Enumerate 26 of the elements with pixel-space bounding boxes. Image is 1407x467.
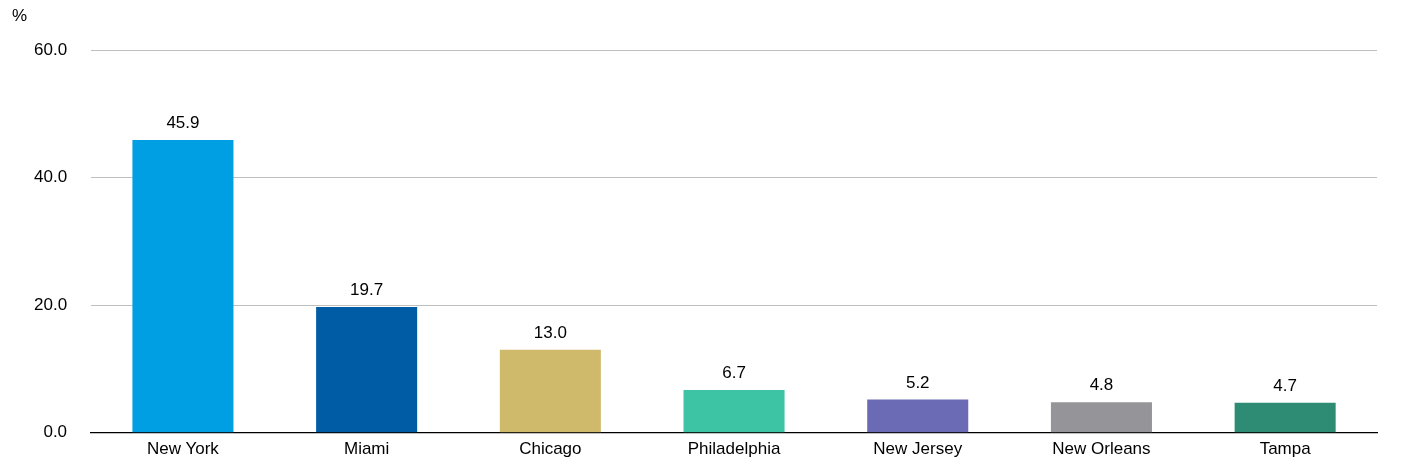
data-label: 4.8	[1089, 375, 1114, 395]
x-tick-label: Philadelphia	[687, 438, 781, 458]
bar	[1234, 402, 1336, 433]
bar	[499, 349, 601, 433]
y-tick-label: 60.0	[33, 39, 68, 59]
x-tick-label: New Jersey	[873, 438, 963, 458]
data-label: 19.7	[350, 280, 384, 300]
x-tick-label: New York	[147, 438, 220, 458]
y-tick-label: 20.0	[33, 294, 68, 314]
data-label: 6.7	[722, 363, 746, 383]
bar	[1050, 402, 1152, 433]
y-tick-label: 40.0	[33, 167, 68, 187]
y-tick-label: 0.0	[43, 422, 68, 442]
x-tick-label: Chicago	[519, 438, 582, 458]
data-label: 5.2	[905, 372, 930, 392]
data-label: 13.0	[533, 323, 567, 343]
x-tick-label: Tampa	[1259, 438, 1312, 458]
bar	[867, 399, 969, 433]
x-tick-label: New Orleans	[1052, 438, 1151, 458]
x-tick-label: Miami	[343, 438, 390, 458]
bar	[132, 139, 234, 433]
bar	[316, 307, 418, 433]
y-axis-title: %	[12, 6, 28, 26]
data-label: 4.7	[1273, 376, 1297, 395]
bar	[683, 390, 785, 433]
data-label: 45.9	[166, 113, 200, 133]
